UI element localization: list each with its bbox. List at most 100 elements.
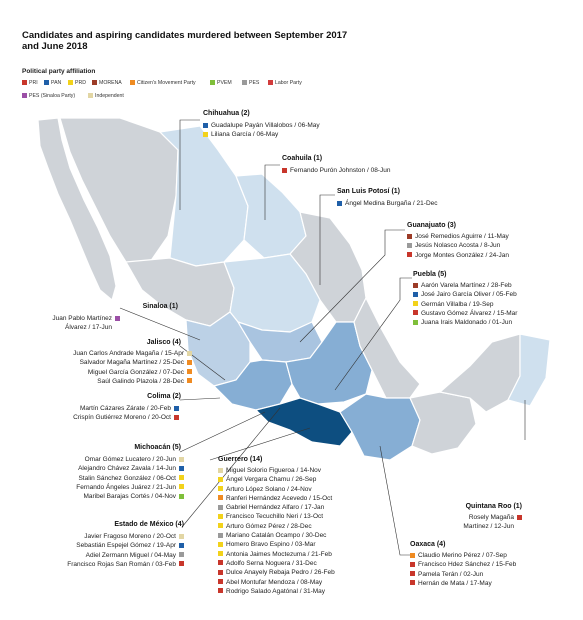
party-swatch [218, 513, 223, 519]
victim-name-date: Mariano Catalán Ocampo / 30-Dec [226, 532, 327, 540]
victim-name-date: Miguel Solorio Figueroa / 14-Nov [226, 467, 322, 474]
legend-label-morena: MORENA [99, 80, 122, 86]
party-swatch [174, 414, 179, 420]
party-swatch [218, 495, 223, 501]
party-swatch [218, 569, 223, 575]
victim-entry: Antonia Jaimes Moctezuma / 21-Feb [218, 550, 335, 559]
victim-name-date: Abel Montufar Mendoza / 08-May [226, 578, 323, 586]
legend-item-pan: PAN [44, 80, 61, 86]
victim-entry: José Remedios Aguirre / 11-May [407, 232, 509, 241]
swatch-morena [92, 80, 97, 85]
party-swatch [187, 369, 192, 375]
legend-item-citizens-movement: Citizen's Movement Party [130, 80, 196, 86]
victim-name-date: Arturo López Solano / 24-Nov [226, 485, 312, 493]
victim-entry: Guadalupe Payán Villalobos / 06-May [203, 121, 320, 130]
victim-name-date: Álvarez / 17-Jun [65, 324, 112, 332]
victim-entry: José Jairo García Oliver / 05-Feb [413, 290, 517, 299]
victim-entry: Mariano Catalán Ocampo / 30-Dec [218, 531, 335, 540]
party-swatch [218, 504, 223, 510]
victim-entry: Juan Pablo Martínez [20, 314, 120, 323]
victim-entry: Claudio Merino Pérez / 07-Sep [410, 551, 516, 560]
chart-title: Candidates and aspiring candidates murde… [22, 30, 348, 52]
party-swatch [187, 359, 192, 365]
party-swatch [218, 476, 223, 482]
victim-entry: Jorge Montes González / 24-Jan [407, 251, 509, 260]
victim-name-date: Fernando Purón Johnston / 08-Jun [290, 167, 391, 174]
victim-entry: Stalin Sánchez González / 06-Oct [12, 474, 184, 483]
party-swatch [218, 467, 223, 473]
victim-name-date: Juan Pablo Martínez [52, 315, 112, 322]
party-swatch [179, 533, 184, 539]
victim-list-colima: Martín Cázares Zárate / 20-Feb Crispín Gu… [12, 404, 179, 423]
state-label-puebla: Puebla (5) [413, 271, 447, 278]
party-swatch [203, 122, 208, 128]
party-swatch [179, 475, 184, 481]
victim-name-date: Francisco Hdez Sánchez / 15-Feb [418, 561, 517, 569]
victim-name-date: Ángel Medina Burgaña / 21-Dec [345, 200, 438, 207]
swatch-prd [68, 80, 73, 85]
victim-entry: Jesús Nolasco Acosta / 8-Jun [407, 241, 509, 250]
legend-item-labor: Labor Party [268, 80, 302, 86]
victim-entry: Miguel García González / 07-Dec [12, 368, 192, 377]
victim-entry: Fernando Ángeles Juárez / 21-Jun [12, 483, 184, 492]
legend-label-pvem: PVEM [217, 80, 232, 86]
party-swatch [410, 552, 415, 558]
state-label-sinaloa: Sinaloa (1) [142, 303, 178, 310]
victim-entry: Pamela Terán / 02-Jun [410, 570, 516, 579]
victim-list-jalisco: Juan Carlos Andrade Magaña / 15-Apr Salva… [12, 349, 192, 386]
victim-name-date: Adiel Zermann Miguel / 04-May [85, 551, 176, 559]
victim-name-date: Crispín Gutiérrez Moreno / 20-Oct [73, 414, 171, 422]
victim-entry: Hernán de Mata / 17-May [410, 579, 516, 588]
victim-list-chihuahua: Guadalupe Payán Villalobos / 06-May Lilia… [203, 121, 320, 140]
chiapas-region [409, 391, 477, 455]
party-swatch [407, 252, 412, 258]
victim-name-date: Ángel Vergara Chamu / 26-Sep [226, 476, 317, 484]
victim-name-date: Rodrigo Salado Agatónal / 31-May [226, 587, 326, 595]
swatch-pan [44, 80, 49, 85]
swatch-independent [88, 93, 93, 98]
party-swatch [413, 301, 418, 307]
state-label-quintana-roo: Quintana Roo (1) [465, 503, 522, 510]
swatch-citizens-movement [130, 80, 135, 85]
victim-entry: Ángel Vergara Chamu / 26-Sep [218, 475, 335, 484]
chihuahua-region [158, 125, 249, 267]
baja-california-region [37, 117, 117, 302]
party-swatch [115, 315, 120, 321]
victim-entry: Homero Bravo Espino / 03-Mar [218, 540, 335, 549]
victim-entry: Martínez / 12-Jun [420, 522, 522, 531]
victim-entry: Miguel Solorio Figueroa / 14-Nov [218, 466, 335, 475]
victim-name-date: Jorge Montes González / 24-Jan [415, 251, 509, 259]
victim-list-oaxaca: Claudio Merino Pérez / 07-Sep Francisco H… [410, 551, 516, 588]
victim-entry: Adolfo Serna Noguera / 31-Dec [218, 559, 335, 568]
victim-entry: Francisco Rojas San Román / 03-Feb [12, 560, 184, 569]
victim-name-date: Javier Fragoso Moreno / 20-Oct [84, 533, 176, 540]
victim-name-date: Hernán de Mata / 17-May [418, 579, 492, 587]
victim-name-date: Antonia Jaimes Moctezuma / 21-Feb [226, 550, 332, 558]
victim-entry: Fernando Purón Johnston / 08-Jun [282, 166, 390, 175]
party-swatch [218, 523, 223, 529]
victim-name-date: Homero Bravo Espino / 03-Mar [226, 541, 316, 549]
legend-item-prd: PRD [68, 80, 86, 86]
victim-entry: Rodrigo Salado Agatónal / 31-May [218, 587, 335, 596]
victim-entry: Dulce Anayely Rebaja Pedro / 26-Feb [218, 568, 335, 577]
victim-name-date: Arturo Gómez Pérez / 28-Dec [226, 522, 312, 530]
victim-name-date: Stalin Sánchez González / 06-Oct [78, 474, 176, 482]
victim-name-date: Jesús Nolasco Acosta / 8-Jun [415, 242, 501, 250]
victim-entry: Saúl Galindo Plazola / 28-Dec [12, 377, 192, 386]
victim-name-date: Guadalupe Payán Villalobos / 06-May [211, 122, 320, 129]
party-swatch [218, 486, 223, 492]
legend-label-pes-sinaloa: PES (Sinaloa Party) [29, 93, 76, 99]
legend-item-morena: MORENA [92, 80, 122, 86]
party-swatch [218, 541, 223, 547]
party-swatch [410, 571, 415, 577]
state-label-estado-de-mexico: Estado de México (4) [114, 521, 184, 528]
legend-label-pri: PRI [29, 80, 38, 86]
state-label-michoacan: Michoacán (5) [134, 444, 181, 451]
state-label-guanajuato: Guanajuato (3) [407, 222, 457, 229]
victim-list-guanajuato: José Remedios Aguirre / 11-May Jesús Nola… [407, 232, 509, 260]
victim-name-date: Ranferi Hernández Acevedo / 15-Oct [226, 494, 333, 502]
victim-entry: Germán Villalba / 19-Sep [413, 300, 517, 309]
victim-list-michoacan: Omar Gómez Lucatero / 20-Jun Alejandro Ch… [12, 455, 184, 501]
victim-entry: Rosely Magaña [420, 513, 522, 522]
